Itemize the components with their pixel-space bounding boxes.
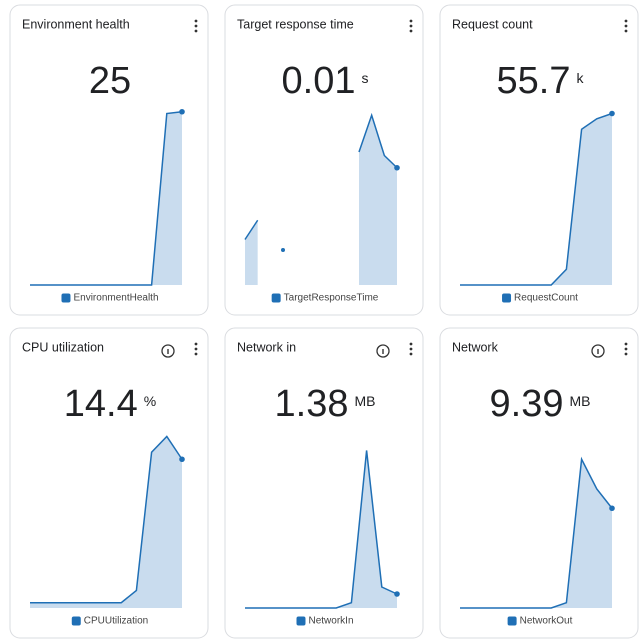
widget-card: CPU utilization 14.4 % CPUUtilization [9, 327, 209, 639]
info-circle [161, 344, 175, 358]
menu-dot [409, 347, 413, 351]
legend-item[interactable]: TargetResponseTime [271, 293, 379, 304]
value-number: 25 [89, 60, 131, 102]
widget-card: Request count 55.7 k RequestCount [439, 4, 639, 316]
menu-dot [409, 342, 413, 346]
area-fill [460, 113, 612, 285]
widget-title: Network [452, 340, 499, 354]
end-point [394, 164, 400, 171]
value-unit: s [361, 70, 368, 86]
legend-swatch [71, 616, 81, 626]
menu-button[interactable] [409, 19, 413, 33]
legend-swatch [507, 616, 517, 626]
legend-swatch [296, 616, 306, 626]
data-point [281, 248, 285, 252]
area-fill [245, 450, 397, 608]
widget-title: Environment health [22, 17, 130, 31]
line [358, 112, 398, 169]
end-point [394, 591, 400, 597]
legend-label: EnvironmentHealth [73, 293, 158, 304]
end-point [609, 505, 615, 512]
info-icon[interactable] [376, 344, 390, 358]
widget-card: Network 9.39 MB NetworkOut [439, 327, 639, 639]
area-fill [30, 436, 182, 608]
widget-card: Target response time 0.01 s TargetResponseT… [224, 4, 424, 316]
area-fill [245, 220, 258, 285]
menu-dot [624, 347, 628, 351]
menu-dot [624, 342, 628, 346]
menu-dot [194, 352, 198, 356]
menu-dot [194, 347, 198, 351]
legend-swatch [61, 293, 71, 303]
value-number: 55.7 [497, 60, 571, 102]
metric-value: 9.39 MB [490, 383, 591, 425]
line [244, 219, 259, 240]
menu-dot [624, 29, 628, 33]
legend-label: RequestCount [514, 293, 578, 304]
legend-swatch [271, 293, 281, 303]
legend-label: NetworkIn [308, 616, 353, 627]
menu-button[interactable] [624, 19, 628, 33]
metric-value: 55.7 k [497, 60, 585, 102]
legend-item[interactable]: CPUUtilization [71, 616, 148, 627]
line [245, 450, 398, 609]
menu-button[interactable] [409, 342, 413, 356]
legend-item[interactable]: EnvironmentHealth [61, 293, 159, 304]
menu-dot [409, 24, 413, 28]
metric-value: 25 [89, 60, 131, 102]
line [30, 435, 183, 604]
metric-value: 14.4% [64, 383, 156, 425]
menu-dot [409, 29, 413, 33]
info-icon[interactable] [591, 344, 605, 358]
value-number: 1.38 [275, 383, 349, 425]
value-number: 0.01 [282, 60, 356, 102]
widget-title: Network in [237, 340, 296, 354]
legend-label: NetworkOut [520, 616, 573, 627]
area-fill [359, 115, 397, 285]
value-number: 9.39 [490, 383, 564, 425]
menu-button[interactable] [194, 19, 198, 33]
legend-item[interactable]: NetworkIn [296, 616, 354, 627]
widget-card: Network in 1.38 MB NetworkIn [224, 327, 424, 639]
value-number: 14.4 [64, 383, 138, 425]
menu-dot [409, 352, 413, 356]
info-circle [591, 344, 605, 358]
value-unit: % [144, 393, 156, 409]
info-circle [376, 344, 390, 358]
menu-button[interactable] [624, 342, 628, 356]
area-fill [30, 111, 182, 285]
menu-button[interactable] [194, 342, 198, 356]
value-unit: k [576, 70, 584, 86]
legend-swatch [502, 293, 512, 303]
menu-dot [194, 19, 198, 23]
metric-value: 1.38 MB [275, 383, 376, 425]
legend-item[interactable]: NetworkOut [507, 616, 573, 627]
value-unit: MB [569, 393, 590, 409]
legend-label: CPUUtilization [84, 616, 148, 627]
end-point [179, 456, 185, 463]
menu-dot [194, 342, 198, 346]
metric-value: 0.01 s [282, 60, 369, 102]
widget-card: Environment health 25 EnvironmentHealth [9, 4, 209, 316]
menu-dot [194, 24, 198, 28]
info-icon[interactable] [161, 344, 175, 358]
line [460, 112, 613, 286]
widget-title: CPU utilization [22, 340, 104, 354]
line [460, 456, 613, 609]
widget-title: Request count [452, 17, 533, 31]
legend-label: TargetResponseTime [284, 293, 379, 304]
widget-title: Target response time [237, 17, 354, 31]
menu-dot [624, 24, 628, 28]
end-point [609, 110, 615, 117]
menu-dot [624, 19, 628, 23]
menu-dot [409, 19, 413, 23]
value-unit: MB [354, 393, 375, 409]
end-point [179, 108, 185, 115]
line [30, 111, 183, 286]
menu-dot [624, 352, 628, 356]
menu-dot [194, 29, 198, 33]
legend-item[interactable]: RequestCount [502, 293, 578, 304]
area-fill [460, 459, 612, 608]
